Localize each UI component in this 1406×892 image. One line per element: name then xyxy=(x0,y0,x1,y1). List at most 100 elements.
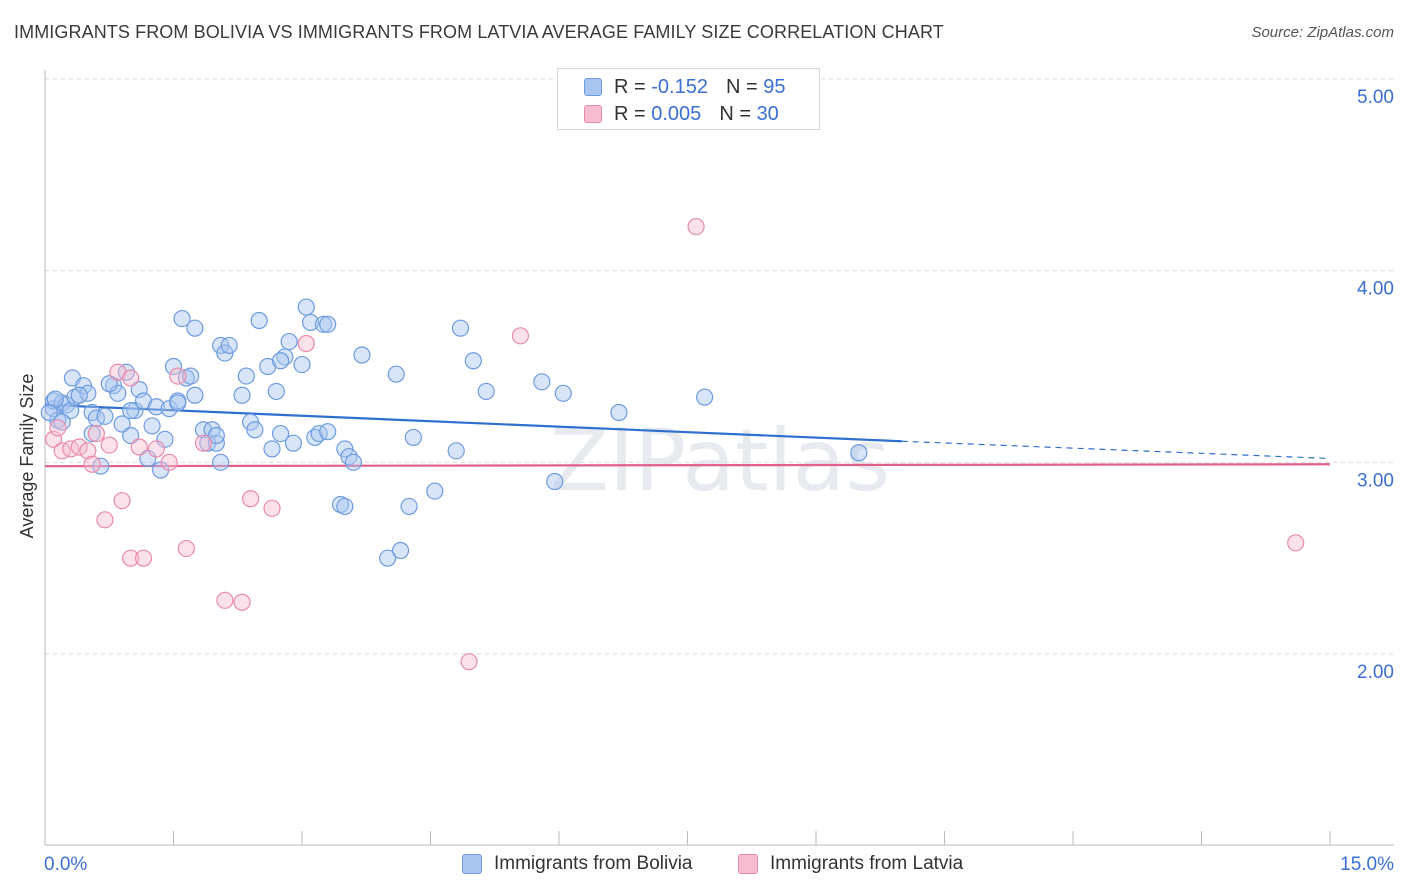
point-bolivia xyxy=(379,549,397,567)
point-bolivia xyxy=(70,386,88,404)
grid-lines xyxy=(45,78,1394,655)
point-bolivia xyxy=(233,386,251,404)
point-latvia xyxy=(297,334,315,353)
point-bolivia xyxy=(554,384,572,402)
series-label-bolivia: Immigrants from Bolivia xyxy=(494,853,693,874)
point-bolivia xyxy=(319,315,337,333)
point-bolivia xyxy=(404,428,422,447)
point-bolivia xyxy=(336,497,354,516)
series-label-latvia: Immigrants from Latvia xyxy=(770,853,964,874)
point-bolivia xyxy=(610,403,628,422)
point-bolivia xyxy=(169,394,187,412)
point-bolivia xyxy=(284,434,303,452)
point-bolivia xyxy=(267,382,285,401)
legend-n-value: 95 xyxy=(763,75,786,98)
point-bolivia xyxy=(173,309,191,328)
point-bolivia xyxy=(186,386,204,404)
point-bolivia xyxy=(83,424,101,443)
point-bolivia xyxy=(164,357,183,376)
series-legend-latvia: Immigrants from Latvia xyxy=(738,852,963,876)
legend-swatch-bolivia xyxy=(584,78,602,96)
trend-line-latvia xyxy=(44,463,1331,468)
point-bolivia xyxy=(113,415,131,433)
point-bolivia xyxy=(280,332,298,351)
point-bolivia xyxy=(533,373,551,391)
point-bolivia xyxy=(62,401,80,420)
trend-extension-bolivia xyxy=(901,440,1331,460)
legend-r-label: R = xyxy=(614,75,646,98)
point-latvia xyxy=(263,499,281,517)
point-bolivia xyxy=(126,401,144,420)
y-tick-label: 2.00 xyxy=(1357,662,1394,683)
legend-row-bolivia: R = -0.152 N = 95 xyxy=(584,75,785,99)
legend-n-label: N = xyxy=(725,75,758,98)
point-latvia xyxy=(122,369,140,387)
point-latvia xyxy=(70,438,88,456)
point-bolivia xyxy=(477,382,495,401)
point-latvia xyxy=(242,490,260,508)
point-latvia xyxy=(130,438,148,456)
point-bolivia xyxy=(271,352,290,370)
point-bolivia xyxy=(122,401,140,420)
point-bolivia xyxy=(850,444,868,462)
point-bolivia xyxy=(696,388,714,406)
point-bolivia xyxy=(207,426,225,445)
legend-r-label: R = xyxy=(614,102,646,125)
legend-r-value: 0.005 xyxy=(651,102,702,125)
point-latvia xyxy=(169,367,187,385)
point-latvia xyxy=(113,492,131,510)
point-latvia xyxy=(460,653,478,671)
point-latvia xyxy=(96,511,114,529)
watermark: ZIPatlas xyxy=(550,411,890,511)
point-bolivia xyxy=(426,482,444,500)
legend-row-latvia: R = 0.005 N = 30 xyxy=(584,102,779,126)
trend-lines xyxy=(44,403,1331,468)
point-bolivia xyxy=(250,311,268,330)
x-tick-label: 15.0% xyxy=(1340,854,1394,875)
point-bolivia xyxy=(447,442,465,460)
legend-n-value: 30 xyxy=(756,102,779,125)
legend-n-label: N = xyxy=(719,102,751,125)
point-latvia xyxy=(177,539,195,558)
data-points xyxy=(40,217,1305,671)
point-bolivia xyxy=(100,375,118,393)
point-latvia xyxy=(83,455,101,473)
point-bolivia xyxy=(314,315,333,333)
series-legend-bolivia: Immigrants from Bolivia xyxy=(462,852,693,876)
series-swatch-bolivia xyxy=(462,854,482,874)
point-bolivia xyxy=(186,319,204,337)
y-tick-label: 3.00 xyxy=(1357,470,1394,491)
point-bolivia xyxy=(344,453,362,471)
point-bolivia xyxy=(212,453,230,471)
point-latvia xyxy=(687,217,705,236)
point-bolivia xyxy=(391,541,410,560)
tick-labels: 2.00 3.00 4.00 5.00 0.0% 15.0% xyxy=(44,87,1394,875)
point-bolivia xyxy=(147,398,165,416)
point-latvia xyxy=(1287,534,1305,552)
point-latvia xyxy=(194,434,213,452)
point-bolivia xyxy=(220,336,238,355)
point-bolivia xyxy=(297,298,315,316)
point-bolivia xyxy=(46,390,64,408)
point-bolivia xyxy=(143,417,161,435)
point-bolivia xyxy=(319,423,337,441)
point-bolivia xyxy=(109,384,127,402)
point-bolivia xyxy=(182,367,200,385)
point-bolivia xyxy=(400,497,418,516)
point-latvia xyxy=(216,591,234,609)
point-latvia xyxy=(122,549,140,567)
point-latvia xyxy=(49,419,67,437)
point-bolivia xyxy=(122,426,140,445)
point-bolivia xyxy=(263,440,281,458)
point-bolivia xyxy=(293,355,311,374)
point-latvia xyxy=(134,549,153,567)
point-bolivia xyxy=(301,313,320,332)
legend-r-value: -0.152 xyxy=(651,75,708,98)
point-latvia xyxy=(511,327,530,345)
axes xyxy=(44,70,1394,846)
legend-swatch-latvia xyxy=(584,105,602,123)
point-latvia xyxy=(147,440,165,458)
point-latvia xyxy=(79,442,97,460)
y-tick-label: 5.00 xyxy=(1357,87,1394,108)
